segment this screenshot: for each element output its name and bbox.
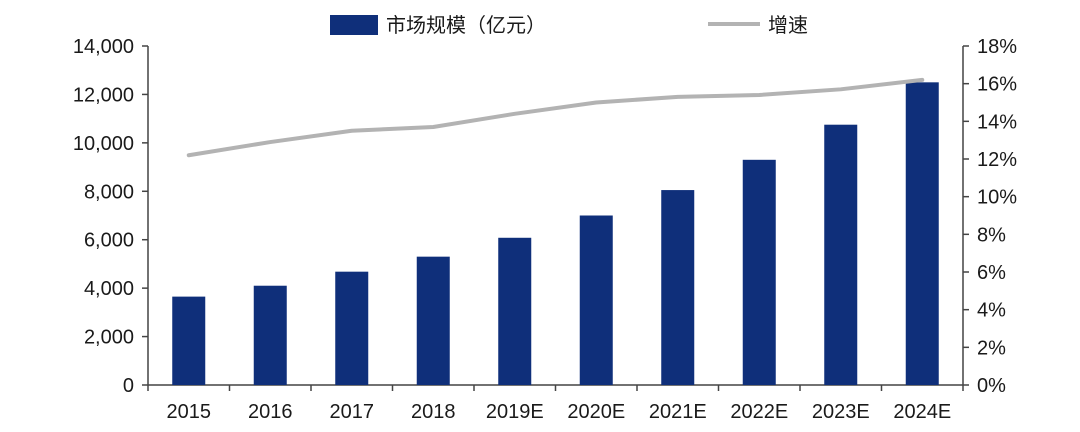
y-right-tick-label: 4%	[977, 300, 1006, 322]
legend-label-market-size: 市场规模（亿元）	[386, 13, 546, 37]
x-axis-ticks: 2015 2016 2017 2018 2019E 2020E 2021E 2022E 2023…	[147, 385, 964, 423]
y-axis-left-ticks: 0 2,000 4,000 6,000 8,000 10,000 12,000 14,000	[73, 36, 148, 397]
x-tick-label: 2021E	[649, 401, 707, 423]
bar-2022E	[742, 159, 776, 385]
legend-swatch-market-size	[330, 15, 378, 35]
y-axis-right-ticks: 0% 2% 4% 6% 8% 10% 12% 14% 16% 18%	[963, 36, 1017, 397]
growth-line	[186, 77, 925, 158]
y-left-tick-label: 8,000	[84, 181, 134, 203]
x-tick-label: 2019E	[486, 401, 544, 423]
x-tick-label: 2020E	[567, 401, 625, 423]
x-tick-label: 2016	[248, 401, 293, 423]
line-series	[186, 77, 925, 158]
legend-label-growth: 增速	[768, 13, 808, 37]
x-tick-label: 2024E	[893, 401, 951, 423]
y-right-tick-label: 2%	[977, 337, 1006, 359]
bar-2018	[416, 256, 450, 385]
bar-2016	[253, 285, 287, 385]
bar-2020E	[579, 215, 613, 385]
bar-2023E	[824, 124, 858, 386]
y-left-tick-label: 14,000	[73, 36, 134, 58]
y-left-tick-label: 4,000	[84, 278, 134, 300]
y-right-tick-label: 6%	[977, 262, 1006, 284]
bar-2019E	[498, 237, 532, 385]
bar-2024E	[905, 82, 939, 386]
y-left-tick-label: 0	[123, 375, 134, 397]
bar-2021E	[661, 190, 695, 385]
bar-series	[172, 82, 939, 386]
axes: 02,0004,0006,0008,00010,00012,00014,000 …	[73, 36, 1017, 423]
x-tick-label: 2018	[411, 401, 456, 423]
y-left-tick-label: 10,000	[73, 133, 134, 155]
x-tick-label: 2023E	[812, 401, 870, 423]
x-tick-label: 2015	[167, 401, 212, 423]
x-tick-label: 2022E	[730, 401, 788, 423]
y-left-tick-label: 12,000	[73, 84, 134, 106]
y-left-tick-label: 2,000	[84, 327, 134, 349]
y-right-tick-label: 14%	[977, 111, 1017, 133]
y-left-tick-label: 6,000	[84, 230, 134, 252]
y-right-tick-label: 12%	[977, 149, 1017, 171]
bar-2017	[335, 271, 369, 385]
y-right-tick-label: 18%	[977, 36, 1017, 58]
y-right-tick-label: 10%	[977, 187, 1017, 209]
bar-2015	[172, 296, 206, 385]
y-right-tick-label: 0%	[977, 375, 1006, 397]
y-right-tick-label: 8%	[977, 224, 1006, 246]
x-tick-label: 2017	[330, 401, 375, 423]
legend: 市场规模（亿元） 增速	[330, 13, 808, 37]
y-right-tick-label: 16%	[977, 74, 1017, 96]
